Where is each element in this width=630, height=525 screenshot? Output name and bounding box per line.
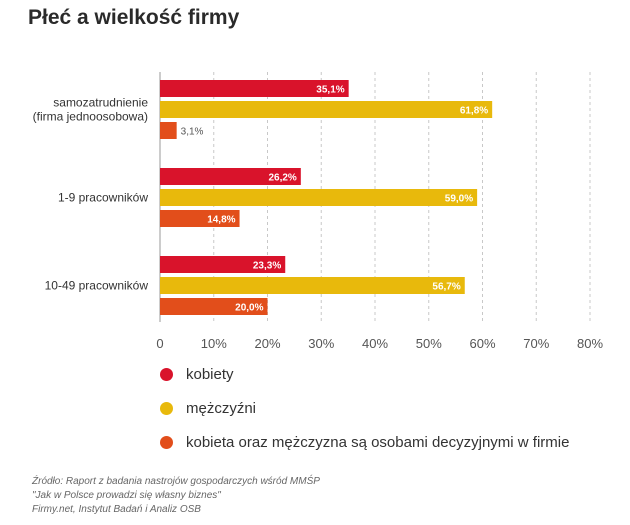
data-label: 3,1%: [181, 127, 204, 138]
source-line-3: Firmy.net, Instytut Badań i Analiz OSB: [32, 504, 201, 515]
legend-label-oboje: kobieta oraz mężczyzna są osobami decyzy…: [186, 434, 570, 451]
data-label: 14,8%: [207, 215, 235, 226]
category-label: 10-49 pracowników: [45, 279, 149, 293]
x-tick-label: 0: [156, 336, 163, 351]
data-label: 20,0%: [235, 303, 263, 314]
category-label: 1-9 pracowników: [58, 191, 148, 205]
bar-0-1: [160, 168, 301, 185]
bar-1-2: [160, 277, 465, 294]
x-tick-label: 80%: [577, 336, 603, 351]
bar-0-2: [160, 256, 286, 273]
legend-swatch-oboje: [160, 436, 173, 449]
legend-label-mezczyzni: mężczyźni: [186, 400, 257, 417]
data-label: 59,0%: [445, 194, 473, 205]
x-tick-label: 50%: [416, 336, 442, 351]
data-label: 26,2%: [268, 173, 296, 184]
source-line-1: Źródło: Raport z badania nastrojów gospo…: [32, 476, 320, 487]
x-tick-label: 10%: [201, 336, 227, 351]
legend-item-mezczyzni: mężczyźni: [160, 400, 256, 417]
category-label: (firma jednoosobowa): [33, 110, 148, 124]
legend-item-kobiety: kobiety: [160, 366, 234, 383]
data-label: 56,7%: [432, 282, 460, 293]
source-line-2: "Jak w Polsce prowadzi się własny biznes…: [32, 490, 221, 501]
bar-0-0: [160, 80, 349, 97]
x-tick-label: 70%: [523, 336, 549, 351]
category-label: samozatrudnienie: [53, 96, 148, 110]
legend-swatch-kobiety: [160, 368, 173, 381]
x-tick-label: 40%: [362, 336, 388, 351]
data-label: 35,1%: [316, 85, 344, 96]
bar-2-2: [160, 298, 268, 315]
bar-1-0: [160, 101, 493, 118]
bar-2-1: [160, 210, 240, 227]
data-label: 61,8%: [460, 106, 488, 117]
bar-chart: 0 10% 20% 30% 40% 50% 60% 70% 80% samozatrudnieni…: [33, 72, 603, 351]
legend-label-kobiety: kobiety: [186, 366, 234, 383]
x-tick-label: 30%: [308, 336, 334, 351]
legend-swatch-mezczyzni: [160, 402, 173, 415]
legend-item-oboje: kobieta oraz mężczyzna są osobami decyzy…: [160, 434, 569, 451]
x-tick-label: 60%: [469, 336, 495, 351]
bar-1-1: [160, 189, 478, 206]
bar-2-0: [160, 122, 177, 139]
data-label: 23,3%: [253, 261, 281, 272]
chart-title: Płeć a wielkość firmy: [28, 6, 240, 29]
x-tick-label: 20%: [254, 336, 280, 351]
source-note: Źródło: Raport z badania nastrojów gospo…: [32, 475, 320, 517]
